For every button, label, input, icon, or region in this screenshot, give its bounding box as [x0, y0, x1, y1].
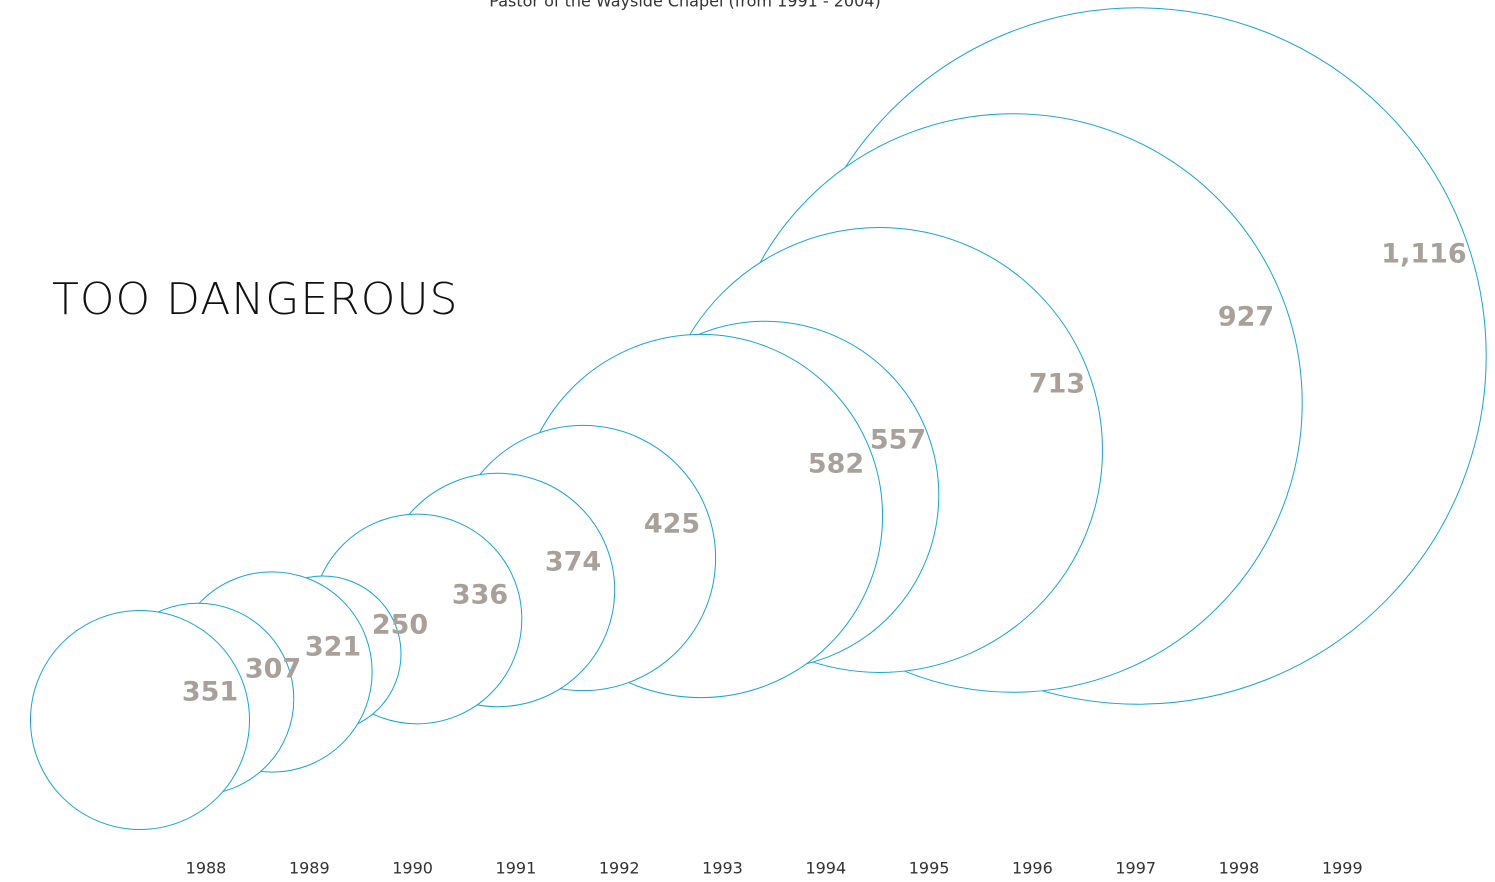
- value-label: 557: [870, 425, 926, 456]
- value-label: 713: [1029, 369, 1085, 400]
- x-tick-label: 1994: [805, 859, 846, 878]
- x-tick-label: 1995: [909, 859, 950, 878]
- value-label: 927: [1218, 302, 1274, 333]
- value-label: 582: [808, 449, 864, 480]
- x-tick-label: 1997: [1115, 859, 1156, 878]
- chart-title: TOO DANGEROUS: [52, 274, 459, 325]
- value-label: 307: [245, 654, 301, 685]
- bubble: [29, 609, 251, 831]
- value-label: 1,116: [1381, 239, 1466, 270]
- x-tick-label: 1992: [599, 859, 640, 878]
- x-tick-label: 1998: [1219, 859, 1260, 878]
- x-tick-label: 1993: [702, 859, 743, 878]
- x-tick-label: 1999: [1322, 859, 1363, 878]
- x-tick-label: 1991: [496, 859, 537, 878]
- bubbles: [29, 7, 1487, 831]
- x-tick-label: 1988: [186, 859, 227, 878]
- x-tick-label: 1990: [392, 859, 433, 878]
- value-label: 336: [452, 580, 508, 611]
- value-label: 321: [305, 632, 361, 663]
- value-label: 351: [182, 677, 238, 708]
- value-label: 374: [545, 547, 601, 578]
- chart-subtitle: Pastor of the Wayside Chapel (from 1991 …: [489, 0, 880, 11]
- value-label: 250: [372, 610, 428, 641]
- value-label: 425: [644, 509, 700, 540]
- x-tick-label: 1989: [289, 859, 330, 878]
- x-tick-label: 1996: [1012, 859, 1053, 878]
